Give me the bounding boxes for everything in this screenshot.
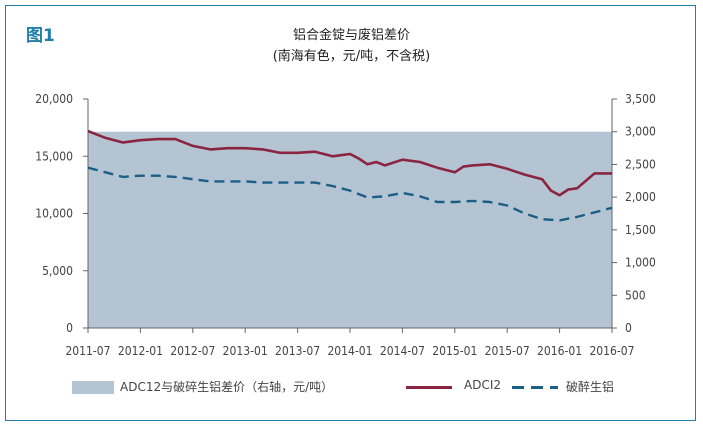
legend-swatch-adc12 — [406, 386, 452, 389]
area-series-0 — [88, 131, 612, 328]
legend-label-scrap: 破醉生铝 — [566, 380, 615, 394]
x-tick-label: 2014-07 — [380, 344, 425, 358]
x-tick-label: 2016-07 — [589, 344, 634, 358]
left-tick-label: 0 — [66, 321, 73, 335]
x-tick-label: 2015-01 — [432, 344, 477, 358]
right-tick-label: 1,500 — [625, 223, 656, 237]
right-tick-label: 2,500 — [625, 157, 656, 171]
x-tick-label: 2013-01 — [223, 344, 268, 358]
x-tick-label: 2012-07 — [170, 344, 215, 358]
left-tick-label: 15,000 — [35, 149, 73, 163]
left-tick-label: 5,000 — [42, 264, 73, 278]
right-tick-label: 500 — [625, 288, 646, 302]
x-tick-label: 2014-01 — [327, 344, 372, 358]
left-tick-label: 20,000 — [35, 92, 73, 106]
legend-swatch-scrap — [512, 386, 558, 389]
right-tick-label: 3,000 — [625, 125, 656, 139]
x-tick-label: 2012-01 — [118, 344, 163, 358]
legend-swatch-area — [72, 381, 114, 394]
legend-label-area: ADC12与破碎生铝差价（右轴，元/吨） — [120, 380, 334, 394]
legend-label-adc12: ADCI2 — [464, 378, 502, 392]
x-tick-label: 2013-07 — [275, 344, 320, 358]
chart-title: 铝合金锭与废铝差价 — [292, 28, 410, 43]
right-tick-label: 1,000 — [625, 256, 656, 270]
figure-label: 图1 — [26, 26, 55, 46]
legend: ADC12与破碎生铝差价（右轴，元/吨） ADCI2 破醉生铝 — [0, 378, 703, 396]
left-tick-label: 10,000 — [35, 207, 73, 221]
right-tick-label: 0 — [625, 321, 632, 335]
right-tick-label: 2,000 — [625, 190, 656, 204]
figure-frame — [5, 5, 696, 421]
x-tick-label: 2011-07 — [65, 344, 110, 358]
right-tick-label: 3,500 — [625, 92, 656, 106]
chart-subtitle: (南海有色，元/吨，不含税) — [272, 49, 431, 64]
line-series-1 — [87, 129, 612, 197]
x-tick-label: 2016-01 — [537, 344, 582, 358]
x-tick-label: 2015-07 — [485, 344, 530, 358]
